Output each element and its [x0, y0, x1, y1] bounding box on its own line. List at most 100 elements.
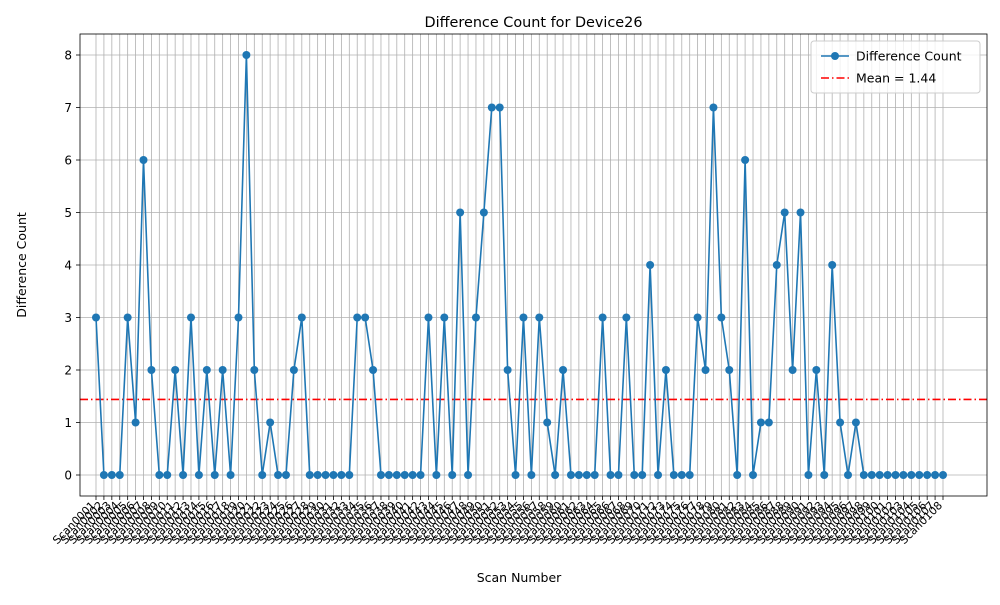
data-point [376, 471, 385, 479]
data-point [179, 471, 188, 479]
data-point [574, 471, 583, 479]
data-point [202, 366, 211, 374]
y-axis-label: Difference Count [14, 212, 29, 318]
data-point [115, 471, 124, 479]
data-point [487, 103, 496, 112]
data-point [147, 366, 156, 374]
data-point [756, 418, 765, 427]
data-point [258, 471, 267, 479]
data-point [875, 471, 884, 479]
data-point [297, 313, 306, 322]
data-point [464, 471, 473, 479]
data-point [701, 366, 710, 374]
data-point [131, 418, 140, 427]
data-point [99, 471, 108, 479]
data-point [139, 156, 148, 164]
data-point [606, 471, 615, 479]
data-point [654, 471, 663, 479]
data-point [566, 471, 575, 479]
data-point [796, 208, 805, 217]
data-point [384, 471, 393, 479]
y-axis: 0 1 2 3 4 5 6 7 8 [64, 49, 80, 483]
data-point [503, 366, 512, 374]
data-point [836, 418, 845, 427]
data-point [361, 313, 370, 322]
data-point [867, 471, 876, 479]
data-point [242, 51, 251, 59]
data-point [709, 103, 718, 112]
data-point [622, 313, 631, 322]
data-point [614, 471, 623, 479]
data-point [733, 471, 742, 479]
data-point [788, 366, 797, 374]
data-point [535, 313, 544, 322]
legend: Difference Count Mean = 1.44 [810, 40, 981, 94]
data-point [804, 471, 813, 479]
data-point [772, 261, 781, 269]
data-point [250, 366, 259, 374]
data-point [780, 208, 789, 217]
data-point [337, 471, 346, 479]
data-point [511, 471, 520, 479]
data-point [218, 366, 227, 374]
data-point [907, 471, 916, 479]
data-point [210, 471, 219, 479]
data-point [812, 366, 821, 374]
legend-mean-label: Mean = 1.44 [856, 71, 936, 86]
data-point [582, 471, 591, 479]
data-point [677, 471, 686, 479]
data-point [820, 471, 829, 479]
chart-title: Difference Count for Device26 [425, 15, 643, 31]
y-tick-label: 1 [64, 416, 72, 430]
y-tick-label: 5 [64, 206, 72, 220]
data-point [883, 471, 892, 479]
data-point [559, 366, 568, 374]
data-point [313, 471, 322, 479]
data-point [424, 313, 433, 322]
data-point [693, 313, 702, 322]
data-point [844, 471, 853, 479]
data-point [392, 471, 401, 479]
data-point [931, 471, 940, 479]
data-point [859, 471, 868, 479]
data-point [851, 418, 860, 427]
data-point [519, 313, 528, 322]
x-axis-label: Scan Number [477, 570, 562, 585]
y-tick-label: 0 [64, 469, 72, 483]
data-point [329, 471, 338, 479]
data-point [495, 103, 504, 112]
series-line-difference-count [95, 54, 943, 476]
data-point [527, 471, 536, 479]
x-axis: Scan0001Scan0002Scan0003Scan0004Scan0005… [50, 496, 945, 547]
data-point [171, 366, 180, 374]
data-point [266, 418, 275, 427]
data-point [321, 471, 330, 479]
data-point [305, 471, 314, 479]
data-point [551, 471, 560, 479]
data-point [448, 471, 457, 479]
legend-box [810, 40, 981, 94]
data-point [107, 471, 116, 479]
data-point [638, 471, 647, 479]
data-point [749, 471, 758, 479]
data-point [899, 471, 908, 479]
data-point [685, 471, 694, 479]
data-point [416, 471, 425, 479]
data-point [194, 471, 203, 479]
data-point [764, 418, 773, 427]
data-point [923, 471, 932, 479]
y-tick-label: 8 [64, 49, 72, 63]
data-point [661, 366, 670, 374]
legend-series-label: Difference Count [856, 49, 962, 64]
data-point [408, 471, 417, 479]
y-tick-label: 7 [64, 101, 72, 115]
data-point [432, 471, 441, 479]
y-tick-label: 3 [64, 311, 72, 325]
data-point [123, 313, 132, 322]
data-point [274, 471, 283, 479]
data-point [828, 261, 837, 269]
data-point [543, 418, 552, 427]
data-point [456, 208, 465, 217]
data-point [440, 313, 449, 322]
data-point [915, 471, 924, 479]
